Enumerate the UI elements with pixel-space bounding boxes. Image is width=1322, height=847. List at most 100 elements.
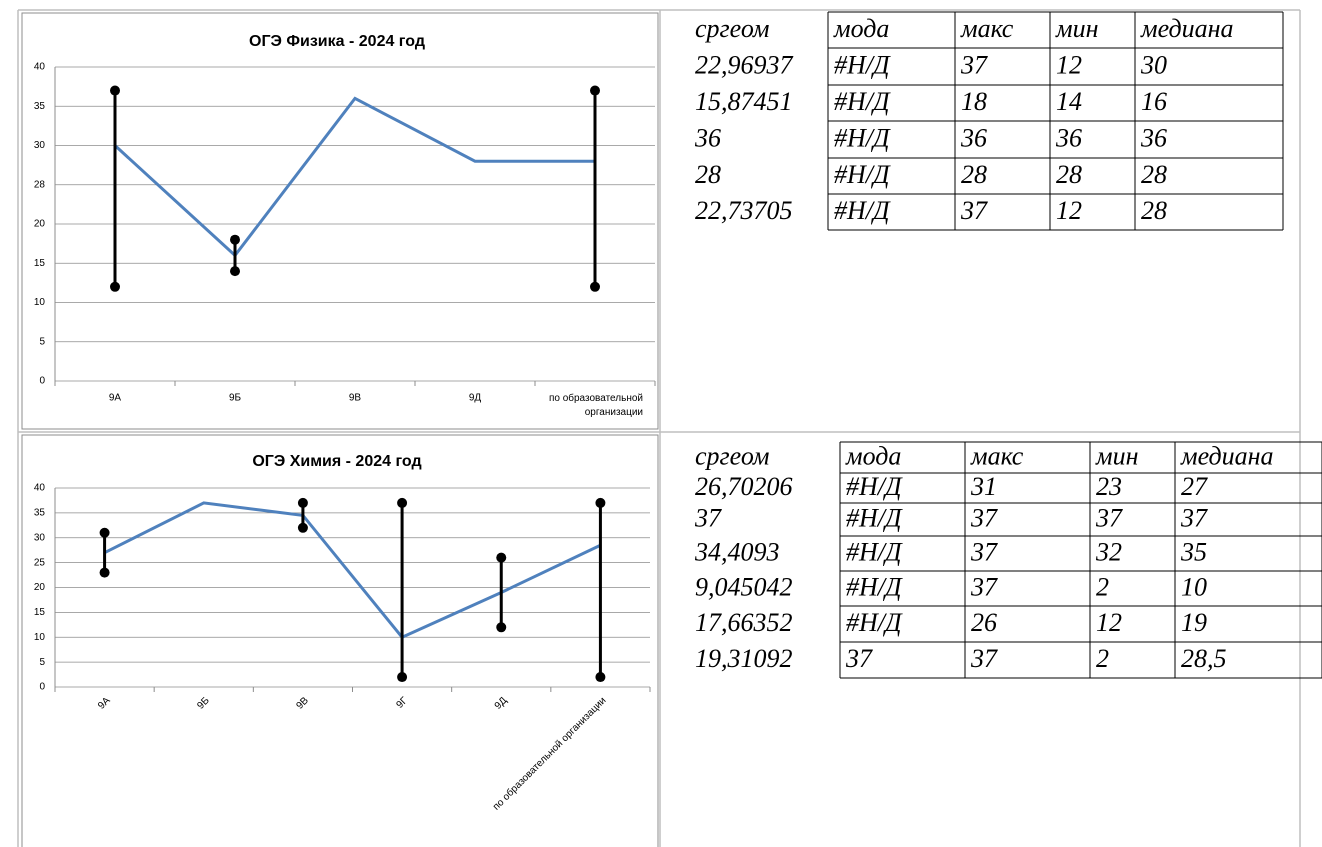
table-cell: 37 xyxy=(970,644,998,673)
low-marker xyxy=(496,622,507,633)
table-cell: 37 xyxy=(970,572,998,601)
y-tick-label: 30 xyxy=(34,140,46,151)
high-marker xyxy=(297,497,308,508)
column-header: сргеом xyxy=(695,14,769,43)
low-marker xyxy=(397,672,408,683)
table-cell: 9,045042 xyxy=(695,572,793,601)
table-cell: 26,70206 xyxy=(695,472,793,501)
table-cell: 26 xyxy=(971,608,997,637)
y-tick-label: 25 xyxy=(34,557,46,568)
table-cell: 28,5 xyxy=(1181,644,1227,673)
table-cell: 28 xyxy=(1141,160,1167,189)
table-cell: 36 xyxy=(1140,123,1167,152)
x-tick-label: 9А xyxy=(109,393,122,404)
table-cell: 22,73705 xyxy=(695,196,793,225)
high-marker xyxy=(397,497,408,508)
high-marker xyxy=(595,497,606,508)
table-cell: 28 xyxy=(961,160,987,189)
table-cell: 37 xyxy=(1095,503,1123,532)
table-cell: 28 xyxy=(1056,160,1082,189)
table-cell: 30 xyxy=(1140,50,1167,79)
column-header: медиана xyxy=(1140,14,1234,43)
y-tick-label: 5 xyxy=(39,336,45,347)
table-cell: 2 xyxy=(1096,644,1109,673)
table-cell: 12 xyxy=(1056,196,1082,225)
layout-grid xyxy=(17,9,1301,847)
low-marker xyxy=(230,266,240,277)
y-tick-label: 20 xyxy=(34,582,46,593)
table-cell: 22,96937 xyxy=(695,50,794,79)
y-tick-label: 15 xyxy=(34,607,46,618)
y-tick-label: 35 xyxy=(34,101,46,112)
y-tick-label: 0 xyxy=(39,682,45,693)
table-cell: #Н/Д xyxy=(846,537,903,566)
table-cell: 19 xyxy=(1181,608,1207,637)
y-tick-label: 0 xyxy=(39,376,45,387)
low-marker xyxy=(590,281,600,292)
table-cell: 37 xyxy=(845,644,873,673)
x-tick-label: по образовательной организации xyxy=(549,392,643,418)
y-tick-label: 5 xyxy=(39,657,45,668)
y-tick-label: 35 xyxy=(34,508,46,519)
table-cell: 35 xyxy=(1180,537,1207,566)
table-cell: 18 xyxy=(961,87,987,116)
chart-title: ОГЭ Физика - 2024 год xyxy=(249,33,425,50)
table-cell: #Н/Д xyxy=(846,472,903,501)
x-tick-label: 9Д xyxy=(469,393,482,404)
table-cell: 31 xyxy=(970,472,997,501)
table-cell: 12 xyxy=(1096,608,1122,637)
y-tick-label: 30 xyxy=(34,532,46,543)
table-cell: 12 xyxy=(1056,50,1082,79)
table-cell: 36 xyxy=(694,123,721,152)
chart-title: ОГЭ Химия - 2024 год xyxy=(252,453,421,470)
high-marker xyxy=(590,85,600,96)
table-cell: #Н/Д xyxy=(834,123,891,152)
table-cell: #Н/Д xyxy=(834,196,891,225)
chart-frame xyxy=(21,12,659,430)
low-marker xyxy=(99,567,110,578)
table-cell: 37 xyxy=(694,503,722,532)
table-cell: 28 xyxy=(695,160,721,189)
y-tick-label: 15 xyxy=(34,258,46,269)
x-tick-label: 9Б xyxy=(229,393,242,404)
table-cell: 37 xyxy=(970,503,998,532)
table-cell: 27 xyxy=(1181,472,1208,501)
table-cell: 19,31092 xyxy=(695,644,793,673)
y-tick-label: 28 xyxy=(34,179,46,190)
column-header: медиана xyxy=(1180,441,1274,470)
column-header: мода xyxy=(833,14,889,43)
y-tick-label: 10 xyxy=(34,297,46,308)
high-marker xyxy=(496,552,507,563)
table-cell: 34,4093 xyxy=(694,537,780,566)
line-series xyxy=(103,501,602,640)
column-header: сргеом xyxy=(695,441,769,470)
table-cell: #Н/Д xyxy=(834,160,891,189)
column-header: мода xyxy=(845,441,901,470)
table-cell: #Н/Д xyxy=(834,50,891,79)
table-cell: 10 xyxy=(1181,572,1207,601)
low-marker xyxy=(297,522,308,533)
chart-frame xyxy=(21,434,659,847)
table-cell: 36 xyxy=(1055,123,1082,152)
table-cell: 28 xyxy=(1141,196,1167,225)
table-cell: 32 xyxy=(1095,537,1122,566)
y-tick-label: 20 xyxy=(34,219,46,230)
column-header: макс xyxy=(970,441,1024,470)
high-marker xyxy=(110,85,120,96)
table-cell: 15,87451 xyxy=(695,87,793,116)
table-cell: 2 xyxy=(1096,572,1109,601)
table-cell: #Н/Д xyxy=(834,87,891,116)
y-tick-label: 40 xyxy=(34,483,46,494)
high-marker xyxy=(230,234,240,245)
table-cell: 37 xyxy=(970,537,998,566)
high-marker xyxy=(99,527,110,538)
column-header: макс xyxy=(960,14,1014,43)
table-cell: 37 xyxy=(960,196,988,225)
column-header: мин xyxy=(1095,441,1139,470)
table-cell: 16 xyxy=(1141,87,1167,116)
low-marker xyxy=(595,672,606,683)
table-cell: #Н/Д xyxy=(846,608,903,637)
table-cell: 36 xyxy=(960,123,987,152)
table-cell: 37 xyxy=(960,50,988,79)
table-cell: 14 xyxy=(1056,87,1082,116)
